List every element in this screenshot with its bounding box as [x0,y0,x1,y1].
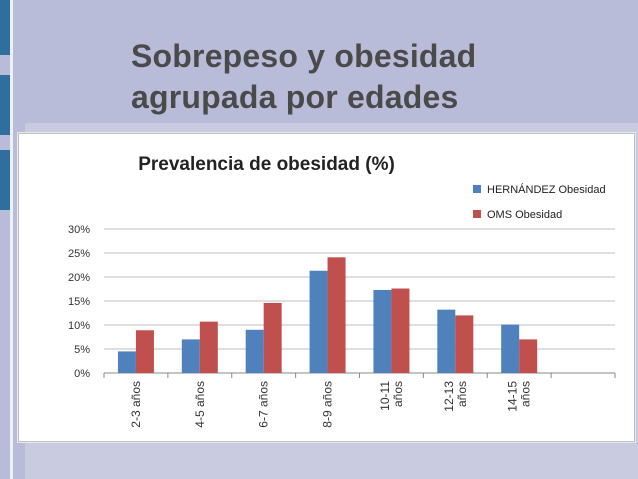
x-tick-label: años [391,381,405,407]
y-tick-label: 0% [74,368,90,380]
x-tick-label: 12-13 [442,381,456,412]
x-tick-label: 14-15 [506,381,520,412]
decor-strip [10,0,13,479]
chart-area: Prevalencia de obesidad (%) HERNÁNDEZ Ob… [18,133,635,442]
legend-label-series2: OMS Obesidad [487,209,563,221]
decor-bar-middle [0,75,10,135]
bar-series2 [199,321,218,373]
y-tick-label: 15% [68,296,90,308]
bar-series2 [263,302,282,373]
x-tick-label: 2-3 años [129,381,143,428]
bar-series1 [501,324,520,373]
y-tick-label: 25% [68,248,90,260]
bar-series1 [245,329,264,373]
y-tick-label: 30% [68,224,90,236]
bar-series1 [309,270,328,373]
bar-series1 [373,289,392,373]
decor-bar-lower [0,150,10,210]
x-tick-label: años [455,381,469,407]
legend-swatch-series1 [473,185,481,193]
bar-series2 [455,315,474,373]
y-tick-label: 5% [74,344,90,356]
x-tick-label: 10-11 [378,381,392,411]
bar-series2 [135,330,154,373]
decor-bar-top [0,0,10,55]
legend-label-series1: HERNÁNDEZ Obesidad [487,184,606,196]
x-tick-label: 6-7 años [257,381,271,428]
y-tick-label: 20% [68,272,90,284]
x-tick-label: 8-9 años [321,381,335,428]
bar-series1 [117,351,136,373]
bar-series1 [181,339,200,373]
bar-series2 [519,339,538,373]
bar-series2 [391,288,410,373]
bar-series1 [437,309,456,373]
x-tick-label: 4-5 años [193,381,207,428]
bar-series2 [327,257,346,373]
bar-chart: 0% 5% 10% 15% 20% 25% 30% 2-3 años 4-5 años 6-7 a… [68,224,616,428]
slide-title-line1: Sobrepeso y obesidad [131,38,477,74]
chart-title: Prevalencia de obesidad (%) [138,154,395,175]
x-tick-label: años [519,381,533,407]
legend-swatch-series2 [473,210,481,218]
y-tick-label: 10% [68,320,90,332]
slide-title: Sobrepeso y obesidad agrupada por edades [131,36,551,118]
slide-title-line2: agrupada por edades [131,79,459,115]
